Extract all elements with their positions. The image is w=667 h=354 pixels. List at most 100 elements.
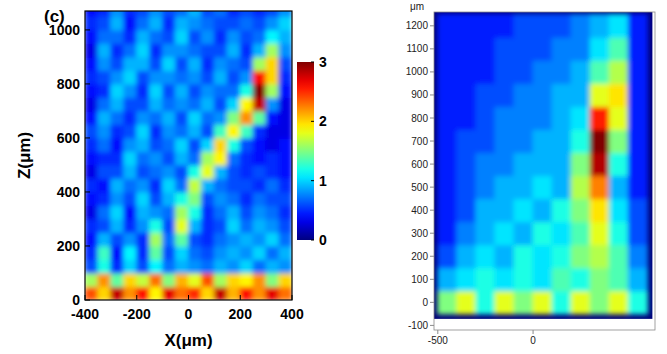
cell: [266, 29, 280, 44]
cell: [110, 286, 124, 300]
y-tick: [85, 245, 90, 246]
cell: [533, 221, 553, 245]
cell: [97, 56, 111, 71]
cell: [175, 286, 189, 300]
cell: [97, 124, 111, 139]
cell: [628, 221, 648, 245]
cell: [201, 16, 215, 31]
cell: [456, 106, 476, 130]
cell: [266, 97, 280, 112]
cell: [533, 60, 553, 84]
cell: [214, 16, 228, 31]
cell: [437, 290, 457, 314]
cell: [437, 106, 457, 130]
cell: [214, 191, 228, 206]
domain-frame: [434, 12, 652, 319]
cell: [456, 175, 476, 199]
cell: [590, 221, 610, 245]
cell: [188, 286, 202, 300]
cell: [279, 218, 292, 233]
cell: [188, 178, 202, 193]
cell: [188, 272, 202, 287]
cell: [136, 83, 150, 98]
cell: [97, 110, 111, 125]
cell: [162, 124, 176, 139]
cell: [552, 83, 572, 107]
cell: [533, 129, 553, 153]
cell: [136, 151, 150, 166]
cell: [149, 56, 163, 71]
cell: [475, 290, 495, 314]
cell: [266, 11, 280, 17]
cell: [85, 232, 98, 247]
cell: [175, 232, 189, 247]
cell: [494, 60, 514, 84]
cell: [97, 83, 111, 98]
y-tick-label: 800: [57, 76, 81, 92]
cell: [279, 245, 292, 260]
cell: [188, 43, 202, 58]
cell: [136, 97, 150, 112]
cell: [628, 198, 648, 222]
cell: [97, 286, 111, 300]
cell: [514, 129, 534, 153]
colorbar-tick: [311, 62, 314, 63]
x-tick: [533, 330, 534, 334]
cell: [110, 272, 124, 287]
cell: [494, 267, 514, 291]
cell: [514, 175, 534, 199]
cell: [85, 178, 98, 193]
y-tick: [85, 300, 90, 301]
cell: [590, 129, 610, 153]
cell: [214, 11, 228, 17]
y-tick: [85, 83, 90, 84]
cell: [494, 37, 514, 61]
y-tick: [430, 71, 434, 72]
cell: [136, 137, 150, 152]
cell: [475, 175, 495, 199]
cell: [201, 218, 215, 233]
cell: [279, 164, 292, 179]
x-axis-title: X(μm): [164, 331, 212, 350]
cell: [253, 205, 267, 220]
cell: [533, 267, 553, 291]
cell: [253, 11, 267, 17]
cell: [85, 110, 98, 125]
cell: [609, 267, 629, 291]
cell: [110, 97, 124, 112]
cell: [85, 164, 98, 179]
cell: [437, 175, 457, 199]
cell: [175, 29, 189, 44]
cell: [110, 16, 124, 31]
y-tick-label: 300: [411, 228, 428, 239]
cell: [494, 290, 514, 314]
colorbar-tick: [311, 121, 314, 122]
cell: [175, 151, 189, 166]
cell: [136, 259, 150, 274]
cell: [494, 244, 514, 268]
cell: [590, 60, 610, 84]
cell: [514, 60, 534, 84]
cell: [110, 110, 124, 125]
cell: [149, 110, 163, 125]
cell: [456, 152, 476, 176]
y-tick: [85, 137, 90, 138]
cell: [456, 14, 476, 38]
cell: [266, 110, 280, 125]
cell: [201, 205, 215, 220]
y-tick-label: 900: [411, 89, 428, 100]
cell: [85, 124, 98, 139]
cell: [149, 16, 163, 31]
x-tick: [292, 295, 293, 300]
cell: [123, 259, 137, 274]
cell: [162, 178, 176, 193]
cell: [188, 83, 202, 98]
cell: [227, 124, 241, 139]
cell: [609, 37, 629, 61]
cell: [175, 178, 189, 193]
cell: [253, 259, 267, 274]
cell: [266, 205, 280, 220]
cell: [279, 97, 292, 112]
cell: [227, 286, 241, 300]
cell: [279, 29, 292, 44]
